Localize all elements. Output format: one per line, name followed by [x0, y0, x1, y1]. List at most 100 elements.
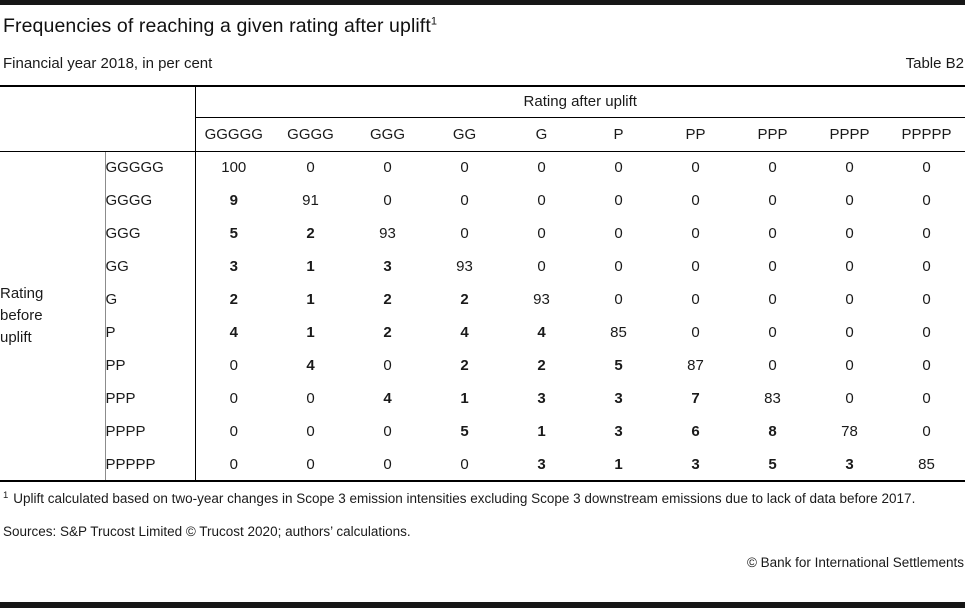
column-group-header: Rating after uplift	[194, 85, 965, 118]
cell-ppppp-p: 1	[580, 448, 657, 482]
rating-transition-table: Rating after uplift GGGGG GGGG GGG GG G P PP PP…	[0, 85, 965, 482]
cell-pppp-ggg: 0	[383, 423, 392, 440]
cell-pppp-g: 1	[537, 423, 546, 440]
cell-g-ppppp: 0	[922, 291, 931, 308]
cell-pp-gg: 2	[460, 357, 469, 374]
cell-pp-ggg: 0	[383, 357, 392, 374]
cell-ppp-gggg: 0	[306, 390, 315, 407]
cell-pppp-pppp: 78	[841, 423, 858, 440]
cell-ggg-ppp: 0	[768, 225, 777, 242]
row-label-gg: GG	[104, 250, 195, 283]
cell-p-pppp: 0	[845, 324, 854, 341]
column-header-pppp: PPPP	[811, 117, 888, 152]
table-row-gggg: GGGG 9 91 0 0 0 0 0 0 0 0	[0, 184, 965, 217]
cell-ggg-ggg: 93	[379, 225, 396, 242]
cell-p-gg: 4	[460, 324, 469, 341]
cell-pppp-ggggg: 0	[194, 415, 272, 448]
row-label-ppp: PPP	[104, 382, 195, 415]
table-row-ppp: PPP 0 0 4 1 3 3 7 83 0 0	[0, 382, 965, 415]
subtitle-row: Financial year 2018, in per cent Table B…	[3, 55, 964, 72]
bis-copyright: © Bank for International Settlements	[746, 555, 964, 570]
top-rule	[0, 0, 965, 5]
table-row-p: P 4 1 2 4 4 85 0 0 0 0	[0, 316, 965, 349]
row-label-p: P	[104, 316, 195, 349]
cell-gg-ggggg: 3	[194, 250, 272, 283]
cell-gg-ppppp: 0	[922, 258, 931, 275]
cell-pppp-p: 3	[614, 423, 623, 440]
cell-pppp-gg: 5	[460, 423, 469, 440]
cell-gg-ppp: 0	[768, 258, 777, 275]
cell-ppppp-ggggg: 0	[194, 448, 272, 482]
cell-g-g: 93	[533, 291, 550, 308]
cell-ggg-pp: 0	[691, 225, 700, 242]
table-title-text: Frequencies of reaching a given rating a…	[3, 15, 431, 37]
cell-ppp-ppppp: 0	[922, 390, 931, 407]
table-subtitle: Financial year 2018, in per cent	[3, 55, 213, 72]
cell-ppp-p: 3	[614, 390, 623, 407]
cell-ggggg-pppp: 0	[845, 159, 854, 177]
cell-gg-gggg: 1	[306, 258, 315, 275]
cell-p-pp: 0	[691, 324, 700, 341]
column-header-ppppp: PPPPP	[888, 117, 965, 152]
table-row-pp: PP 0 4 0 2 2 5 87 0 0 0	[0, 349, 965, 382]
cell-ggggg-ppp: 0	[768, 159, 777, 177]
sources-line: Sources: S&P Trucost Limited © Trucost 2…	[3, 524, 411, 539]
cell-p-ggg: 2	[383, 324, 392, 341]
cell-ppppp-gggg: 0	[272, 448, 349, 482]
column-header-gggg: GGGG	[272, 117, 349, 152]
row-label-ggggg: GGGGG	[104, 151, 195, 184]
cell-gggg-pp: 0	[691, 192, 700, 209]
cell-pp-pp: 87	[687, 357, 704, 374]
table-row-pppp: PPPP 0 0 0 5 1 3 6 8 78 0	[0, 415, 965, 448]
cell-ggggg-ggggg: 100	[194, 151, 272, 184]
row-label-g: G	[104, 283, 195, 316]
cell-ggg-ggggg: 5	[194, 217, 272, 250]
cell-ggg-ppppp: 0	[922, 225, 931, 242]
cell-pp-gggg: 4	[306, 357, 315, 374]
bottom-rule	[0, 602, 965, 608]
cell-ggggg-gggg: 0	[306, 159, 315, 177]
cell-ggg-gg: 0	[460, 225, 469, 242]
cell-gggg-ggggg: 9	[194, 184, 272, 217]
cell-pppp-ppp: 8	[768, 423, 777, 440]
cell-gg-gg: 93	[456, 258, 473, 275]
table-row-ggggg: Rating before uplift GGGGG 100 0 0 0 0 0 0 0 0 0	[0, 151, 965, 482]
cell-gg-pppp: 0	[845, 258, 854, 275]
cell-ggg-p: 0	[614, 225, 623, 242]
column-header-p: P	[580, 117, 657, 152]
cell-ppp-pppp: 0	[845, 390, 854, 407]
footnote-text: Uplift calculated based on two-year chan…	[13, 491, 916, 506]
cell-pp-p: 5	[614, 357, 623, 374]
column-group-row: Rating after uplift	[0, 85, 965, 152]
cell-gggg-ggg: 0	[383, 192, 392, 209]
column-header-pp: PP	[657, 117, 734, 152]
cell-gggg-gg: 0	[460, 192, 469, 209]
table-reference: Table B2	[905, 55, 964, 72]
row-label-gggg: GGGG	[104, 184, 195, 217]
cell-p-gggg: 1	[306, 324, 315, 341]
cell-gg-g: 0	[537, 258, 546, 275]
cell-g-gg: 2	[460, 291, 469, 308]
row-label-pp: PP	[104, 349, 195, 382]
column-header-ppp: PPP	[734, 117, 811, 152]
cell-gggg-ppp: 0	[768, 192, 777, 209]
cell-g-gggg: 1	[306, 291, 315, 308]
footnote-marker: 1	[3, 489, 9, 501]
cell-p-g: 4	[537, 324, 546, 341]
cell-ppp-gg: 1	[460, 390, 469, 407]
table-row-ppppp: PPPPP 0 0 0 0 3 1 3 5 3 85	[0, 448, 965, 482]
cell-ppp-ggggg: 0	[194, 382, 272, 415]
row-label-ppppp: PPPPP	[104, 448, 195, 482]
cell-g-ggggg: 2	[194, 283, 272, 316]
table-body: Rating before uplift GGGGG 100 0 0 0 0 0 0 0 0 0 GGG…	[0, 151, 965, 482]
cell-ggggg-gg: 0	[460, 159, 469, 177]
cell-ggggg-p: 0	[614, 159, 623, 177]
cell-ggg-g: 0	[537, 225, 546, 242]
cell-gggg-ppppp: 0	[922, 192, 931, 209]
column-header-row: GGGGG GGGG GGG GG G P PP PPP PPPP PPPPP	[0, 117, 965, 152]
table-row-ggg: GGG 5 2 93 0 0 0 0 0 0 0	[0, 217, 965, 250]
cell-ggggg-ggg: 0	[383, 159, 392, 177]
cell-g-pp: 0	[691, 291, 700, 308]
cell-ggggg-pp: 0	[691, 159, 700, 177]
cell-pppp-pp: 6	[691, 423, 700, 440]
